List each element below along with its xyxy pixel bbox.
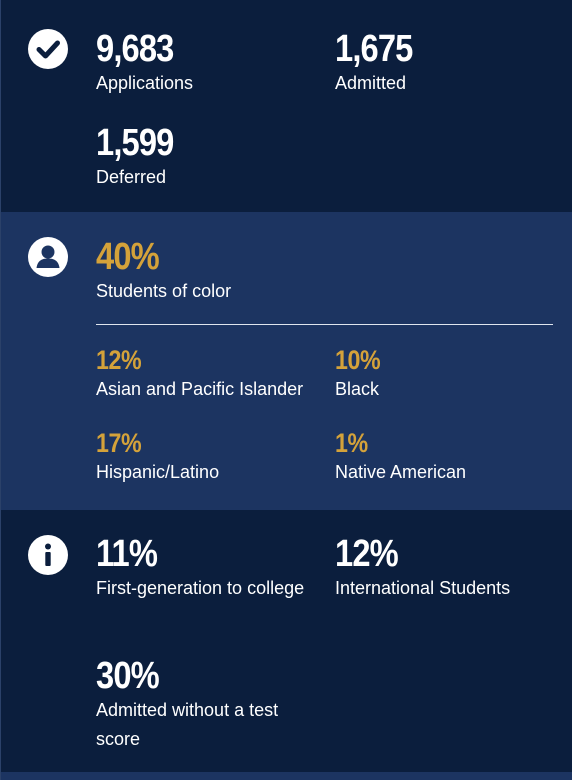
hispanic-latino-label: Hispanic/Latino	[96, 462, 220, 482]
admissions-section: 9,683 Applications 1,675 Admitted 1,599 …	[1, 0, 572, 212]
hispanic-latino-value: 17%	[96, 428, 142, 458]
black-value: 10%	[335, 345, 381, 375]
stat-applications: 9,683 Applications	[96, 29, 193, 98]
stat-international: 12% International Students	[335, 534, 510, 603]
checkmark-circle-icon	[28, 29, 68, 69]
divider	[96, 324, 553, 325]
stat-black: 10% Black	[335, 345, 388, 404]
students-of-color-value: 40%	[96, 236, 160, 278]
first-generation-value: 11%	[96, 533, 158, 575]
stat-test-optional: 30% Admitted without a test score	[96, 656, 311, 754]
students-of-color-label: Students of color	[96, 281, 232, 301]
deferred-label: Deferred	[96, 167, 167, 187]
first-generation-label: First-generation to college	[96, 578, 305, 598]
stat-students-of-color: 40% Students of color	[96, 237, 231, 306]
admitted-label: Admitted	[335, 73, 407, 93]
international-value: 12%	[335, 533, 399, 575]
stat-native-american: 1% Native American	[335, 428, 466, 487]
stat-hispanic-latino: 17% Hispanic/Latino	[96, 428, 219, 487]
deferred-value: 1,599	[96, 122, 174, 164]
stat-deferred: 1,599 Deferred	[96, 123, 186, 192]
other-stats-section	[1, 510, 572, 772]
asian-pacific-label: Asian and Pacific Islander	[96, 379, 304, 399]
native-american-value: 1%	[335, 428, 368, 458]
person-circle-icon	[28, 237, 68, 277]
applications-value: 9,683	[96, 28, 174, 70]
black-label: Black	[335, 379, 380, 399]
stat-admitted: 1,675 Admitted	[335, 29, 425, 98]
test-optional-value: 30%	[96, 655, 160, 697]
diversity-section	[1, 212, 572, 510]
admitted-value: 1,675	[335, 28, 413, 70]
applications-label: Applications	[96, 73, 194, 93]
info-circle-icon	[28, 535, 68, 575]
native-american-label: Native American	[335, 462, 467, 482]
stat-first-generation: 11% First-generation to college	[96, 534, 311, 603]
international-label: International Students	[335, 578, 511, 598]
asian-pacific-value: 12%	[96, 345, 142, 375]
stat-asian-pacific: 12% Asian and Pacific Islander	[96, 345, 303, 404]
test-optional-label: Admitted without a test score	[96, 700, 279, 749]
bottom-strip	[1, 772, 572, 780]
